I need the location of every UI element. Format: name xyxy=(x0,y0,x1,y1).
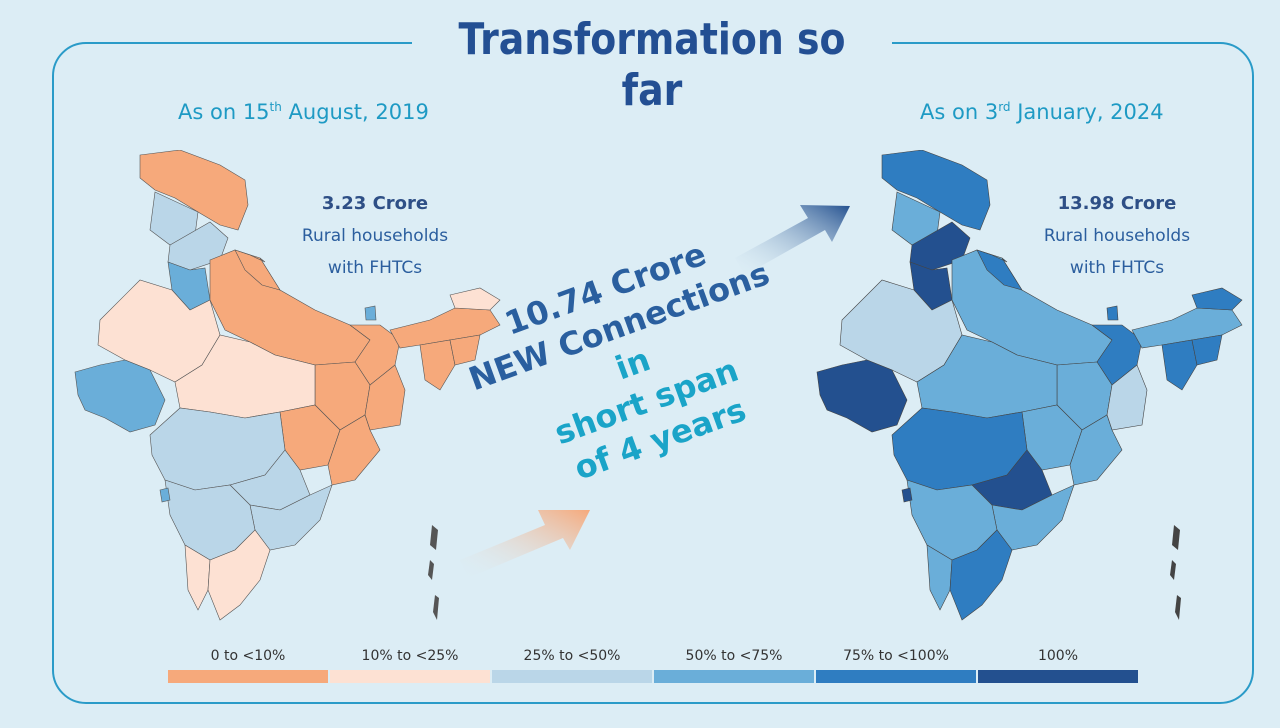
legend-swatch-2 xyxy=(492,670,652,683)
blue-arrow-icon xyxy=(735,205,850,275)
left-stat: 3.23 Crore Rural households with FHTCs xyxy=(290,188,460,284)
legend-label-2: 25% to <50% xyxy=(523,648,621,664)
left-stat-value: 3.23 Crore xyxy=(321,193,429,214)
legend-swatch-5 xyxy=(978,670,1138,683)
title-wrap: Transformation so far xyxy=(412,6,892,116)
right-date-prefix: As on 3 xyxy=(920,100,999,124)
left-stat-line2: Rural households xyxy=(301,226,449,246)
left-date-sup: th xyxy=(269,100,282,114)
india-map-2024 xyxy=(816,150,1243,621)
right-date: As on 3rd January, 2024 xyxy=(920,100,1164,124)
page-title: Transformation so far xyxy=(458,14,846,116)
arrows xyxy=(460,205,850,578)
legend-label-4: 75% to <100% xyxy=(843,648,949,664)
right-stat: 13.98 Crore Rural households with FHTCs xyxy=(1032,188,1202,284)
left-stat-line3: with FHTCs xyxy=(327,258,423,278)
right-stat-line3: with FHTCs xyxy=(1069,258,1165,278)
legend-item-5: 100% xyxy=(978,648,1138,683)
legend-swatch-1 xyxy=(330,670,490,683)
left-date: As on 15th August, 2019 xyxy=(178,100,429,124)
right-date-suffix: January, 2024 xyxy=(1010,100,1164,124)
legend-swatch-3 xyxy=(654,670,814,683)
right-date-sup: rd xyxy=(998,100,1011,114)
left-date-suffix: August, 2019 xyxy=(281,100,429,124)
legend-item-0: 0 to <10% xyxy=(168,648,328,683)
right-stat-value: 13.98 Crore xyxy=(1057,193,1177,214)
legend-item-1: 10% to <25% xyxy=(330,648,490,683)
right-stat-line2: Rural households xyxy=(1043,226,1191,246)
left-date-prefix: As on 15 xyxy=(178,100,270,124)
legend-label-0: 0 to <10% xyxy=(210,648,286,664)
legend-label-1: 10% to <25% xyxy=(361,648,459,664)
india-map-2019 xyxy=(74,150,501,621)
legend-label-3: 50% to <75% xyxy=(685,648,783,664)
legend-label-5: 100% xyxy=(1037,648,1079,664)
legend-swatch-4 xyxy=(816,670,976,683)
legend-item-3: 50% to <75% xyxy=(654,648,814,683)
legend-swatch-0 xyxy=(168,670,328,683)
legend-item-4: 75% to <100% xyxy=(816,648,976,683)
orange-arrow-icon xyxy=(460,510,590,578)
legend-item-2: 25% to <50% xyxy=(492,648,652,683)
